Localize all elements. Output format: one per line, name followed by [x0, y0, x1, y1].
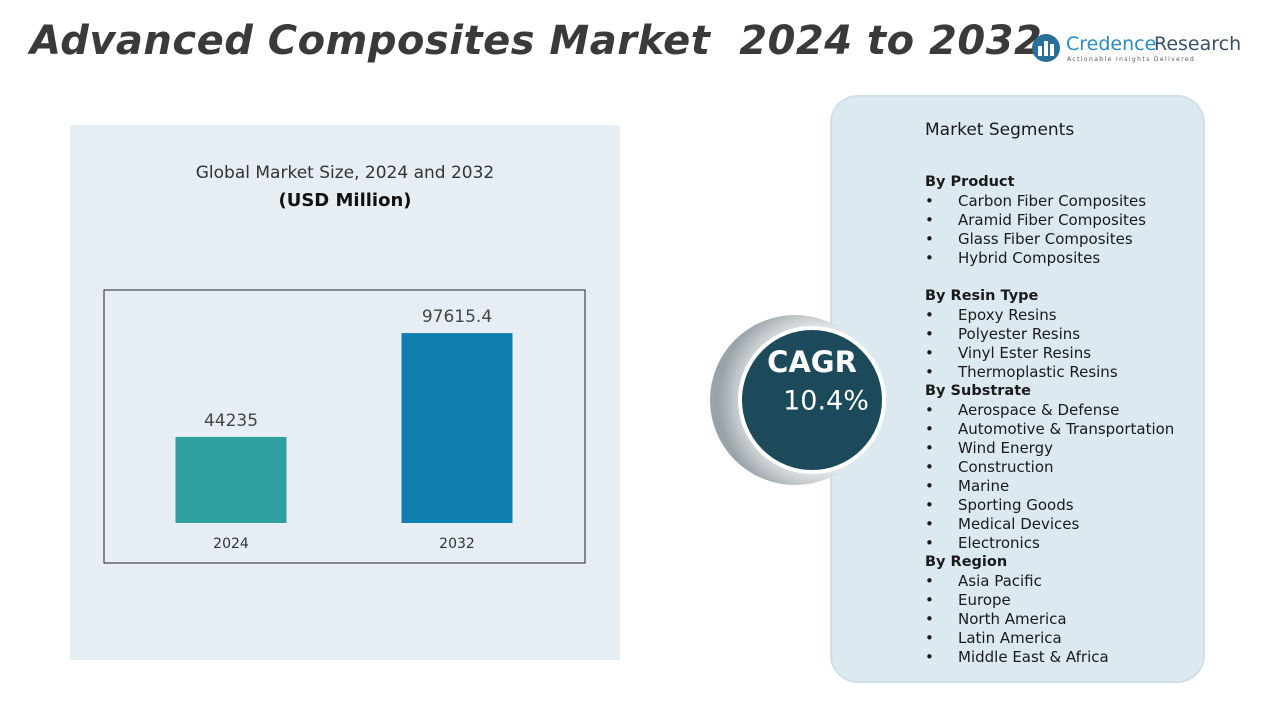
segment-item: Hybrid Composites	[925, 249, 1215, 268]
logo-icon-bar	[1050, 44, 1054, 56]
logo-name: Research	[1154, 33, 1240, 55]
segment-item: North America	[925, 610, 1215, 629]
logo: Credence Research Actionable Insights De…	[1032, 33, 1240, 63]
chart-panel	[70, 125, 620, 660]
segment-item: Asia Pacific	[925, 572, 1215, 591]
segments: Market Segments By Product Carbon Fiber C…	[925, 120, 1215, 667]
bar	[175, 436, 287, 523]
segment-item: Construction	[925, 458, 1215, 477]
segment-item: Marine	[925, 477, 1215, 496]
value-label: 44235	[204, 411, 258, 431]
segment-item: Europe	[925, 591, 1215, 610]
x-tick-label: 2024	[213, 536, 249, 552]
logo-icon-bar	[1038, 46, 1042, 56]
segment-item: Aerospace & Defense	[925, 401, 1215, 420]
segment-item: Carbon Fiber Composites	[925, 192, 1215, 211]
x-tick-label: 2032	[439, 536, 475, 552]
cagr-circle	[738, 326, 886, 474]
segments-title: Market Segments	[925, 120, 1075, 140]
segment-item: Polyester Resins	[925, 325, 1215, 344]
segment-group: By Region	[925, 554, 1008, 570]
segment-item: Electronics	[925, 534, 1215, 553]
segment-item: Thermoplastic Resins	[925, 363, 1215, 382]
segment-item: Epoxy Resins	[925, 306, 1215, 325]
segment-item: Aramid Fiber Composites	[925, 211, 1215, 230]
chart-frame	[103, 289, 586, 564]
value-label: 97615.4	[422, 307, 492, 327]
segment-item: Vinyl Ester Resins	[925, 344, 1215, 363]
segment-item: Sporting Goods	[925, 496, 1215, 515]
chart-title: Global Market Size, 2024 and 2032	[196, 163, 495, 183]
logo-name: Credence	[1066, 33, 1156, 55]
segment-group: By Substrate	[925, 383, 1031, 399]
cagr-value: 10.4%	[783, 386, 869, 417]
segment-group: By Product	[925, 174, 1015, 190]
chart-subtitle: (USD Million)	[278, 190, 411, 211]
logo-tagline: Actionable Insights Delivered	[1067, 56, 1195, 63]
segment-item: Wind Energy	[925, 439, 1215, 458]
segment-item: Latin America	[925, 629, 1215, 648]
segment-item: Middle East & Africa	[925, 648, 1215, 667]
page-title: Advanced Composites Market 2024 to 2032	[30, 18, 1043, 64]
segment-group: By Resin Type	[925, 288, 1039, 304]
segment-item: Glass Fiber Composites	[925, 230, 1215, 249]
logo-icon-bar	[1044, 41, 1048, 56]
bar	[401, 333, 513, 523]
segment-item: Medical Devices	[925, 515, 1215, 534]
cagr-label: CAGR	[767, 345, 857, 379]
segment-item: Automotive & Transportation	[925, 420, 1215, 439]
